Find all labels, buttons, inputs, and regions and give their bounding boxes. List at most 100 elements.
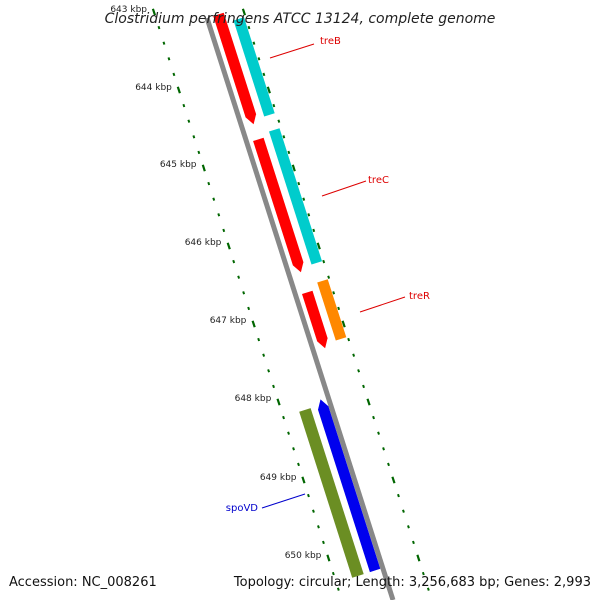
olive-gene[interactable] (299, 408, 364, 578)
gene-label-treb[interactable]: treB (320, 36, 341, 47)
accession-text: Accession: NC_008261 (9, 575, 157, 590)
minor-tick-dot (287, 150, 291, 155)
minor-tick-dot (426, 587, 430, 591)
minor-tick-dot (387, 462, 390, 467)
minor-tick-dot (336, 587, 340, 591)
minor-tick-dot (257, 337, 261, 342)
minor-tick-dot (297, 181, 301, 186)
minor-tick-dot (327, 275, 331, 279)
minor-tick-dot (282, 415, 285, 420)
tick-label: 646 kbp (185, 238, 222, 248)
minor-tick-dot (162, 41, 166, 45)
minor-tick-dot (331, 571, 335, 576)
map-title: Clostridium perfringens ATCC 13124, comp… (105, 11, 496, 27)
gene-leader-line (261, 493, 306, 509)
major-tick-mark (291, 164, 296, 172)
minor-tick-dot (357, 369, 361, 373)
minor-tick-dot (397, 493, 400, 498)
major-tick-mark (266, 86, 271, 94)
minor-tick-dot (197, 150, 201, 155)
gene-label-trec[interactable]: treC (368, 175, 389, 186)
minor-tick-dot (272, 384, 275, 389)
minor-tick-dot (302, 197, 306, 201)
minor-tick-dot (247, 25, 251, 30)
minor-tick-dot (287, 431, 290, 435)
minor-tick-dot (332, 291, 336, 295)
minor-tick-dot (272, 103, 276, 108)
minor-tick-dot (252, 41, 256, 45)
minor-tick-dot (312, 228, 316, 233)
minor-tick-dot (377, 431, 380, 435)
spovd-gene-blue[interactable] (318, 399, 381, 573)
minor-tick-dot (421, 571, 425, 576)
labels-layer: 643 kbp 644 kbp 645 kbp 646 kbp 647 kbp 648 k… (110, 5, 430, 561)
minor-tick-dot (172, 72, 176, 77)
treb-gene-red[interactable] (213, 12, 257, 125)
backbone-layer (204, 17, 396, 600)
minor-tick-dot (337, 306, 341, 311)
minor-tick-dot (292, 447, 295, 451)
minor-tick-dot (307, 213, 311, 217)
major-tick-mark (326, 554, 331, 562)
minor-tick-dot (242, 291, 246, 295)
minor-tick-dot (372, 415, 375, 420)
minor-tick-dot (217, 213, 221, 217)
genes-layer (213, 12, 381, 578)
tick-label: 647 kbp (210, 316, 247, 326)
major-tick-mark (416, 554, 421, 562)
minor-tick-dot (267, 369, 271, 373)
trer-gene-orange[interactable] (317, 279, 347, 341)
genome-summary-text: Topology: circular; Length: 3,256,683 bp… (233, 575, 591, 590)
tick-label: 645 kbp (160, 160, 197, 170)
major-tick-mark (316, 242, 321, 250)
major-tick-mark (276, 398, 281, 406)
trec-gene-red[interactable] (253, 137, 304, 273)
major-tick-mark (226, 242, 231, 250)
gene-label-trer[interactable]: treR (409, 291, 430, 302)
minor-tick-dot (297, 462, 300, 467)
major-tick-mark (366, 398, 371, 406)
minor-tick-dot (212, 197, 216, 201)
minor-tick-dot (237, 275, 241, 279)
minor-tick-dot (222, 228, 226, 233)
minor-tick-dot (362, 384, 365, 389)
minor-tick-dot (277, 119, 281, 123)
minor-tick-dot (402, 509, 405, 513)
tick-label: 644 kbp (135, 83, 172, 93)
minor-tick-dot (307, 493, 310, 498)
minor-tick-dot (317, 525, 320, 529)
minor-tick-dot (247, 306, 251, 311)
tick-label: 650 kbp (285, 551, 322, 561)
gene-leader-line (269, 43, 315, 59)
gene-leader-line (321, 180, 367, 197)
trer-gene-red[interactable] (302, 290, 328, 349)
major-tick-mark (201, 164, 206, 172)
major-tick-mark (341, 320, 346, 328)
minor-tick-dot (182, 103, 186, 108)
major-tick-mark (251, 320, 256, 328)
major-tick-mark (151, 8, 157, 16)
minor-tick-dot (322, 540, 325, 545)
minor-tick-dot (167, 57, 171, 61)
minor-tick-dot (412, 540, 415, 545)
minor-tick-dot (257, 57, 261, 61)
gene-leader-line (359, 296, 406, 313)
trec-gene-cyan[interactable] (269, 128, 322, 265)
major-tick-mark (176, 86, 181, 94)
tick-label: 643 kbp (110, 5, 147, 15)
minor-tick-dot (382, 447, 385, 451)
gene-label-spovd[interactable]: spoVD (226, 503, 259, 514)
minor-tick-dot (407, 525, 410, 529)
minor-tick-dot (157, 25, 161, 30)
minor-tick-dot (352, 353, 356, 357)
minor-tick-dot (322, 259, 326, 264)
treb-gene-cyan[interactable] (233, 17, 275, 117)
genome-backbone (204, 17, 396, 600)
tick-label: 649 kbp (260, 473, 297, 483)
minor-tick-dot (207, 181, 211, 186)
major-tick-mark (391, 476, 396, 484)
minor-tick-dot (187, 119, 191, 123)
minor-tick-dot (347, 337, 351, 342)
